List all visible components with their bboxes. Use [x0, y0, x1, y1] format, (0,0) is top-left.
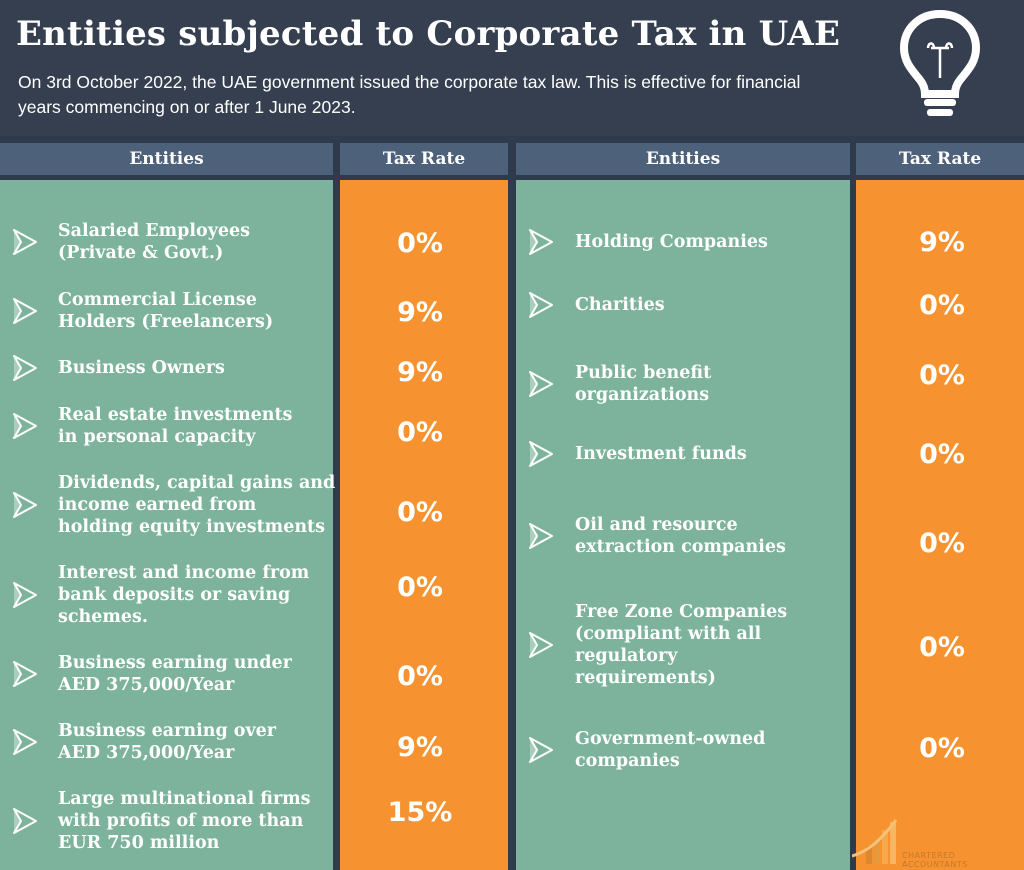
chevron-right-icon [13, 355, 37, 381]
chevron-right-icon [529, 292, 553, 318]
left-tax-rate-5: 0% [397, 497, 443, 528]
right-entity-5: Oil and resource extraction companies [575, 514, 786, 558]
right-rates-panel [856, 180, 1024, 870]
chevron-right-icon [13, 492, 37, 518]
entity-line: EUR 750 million [58, 833, 220, 853]
chevron-right-icon [13, 298, 37, 324]
left-entities-panel [0, 180, 333, 870]
left-entity-2: Commercial License Holders (Freelancers) [58, 289, 273, 333]
right-entities-panel [516, 180, 850, 870]
right-entity-7: Government-owned companies [575, 728, 765, 772]
entity-line: Salaried Employees [58, 221, 250, 241]
right-tax-rate-5: 0% [919, 528, 965, 559]
left-entity-8: Business earning over AED 375,000/Year [58, 720, 276, 764]
entity-line: with profits of more than [58, 811, 304, 831]
chevron-right-icon [13, 808, 37, 834]
entity-line: Business earning under [58, 653, 292, 673]
left-entity-7: Business earning under AED 375,000/Year [58, 652, 292, 696]
header-banner: Entities subjected to Corporate Tax in U… [0, 0, 1024, 136]
entity-line: Oil and resource [575, 515, 738, 535]
entity-line: requirements) [575, 668, 716, 688]
chevron-right-icon [529, 441, 553, 467]
entity-line: Free Zone Companies [575, 602, 788, 622]
left-tax-rate-2: 9% [397, 297, 443, 328]
right-entity-3: Public benefit organizations [575, 362, 711, 406]
right-tax-rate-1: 9% [919, 227, 965, 258]
entity-line: Charities [575, 295, 665, 315]
entity-line: (Private & Govt.) [58, 243, 224, 263]
entity-line: Dividends, capital gains and [58, 473, 336, 493]
entity-line: Holders (Freelancers) [58, 312, 274, 332]
entity-line: Business earning over [58, 721, 276, 741]
entity-line: AED 375,000/Year [58, 743, 235, 763]
entity-line: regulatory [575, 646, 678, 666]
left-tax-rate-4: 0% [397, 417, 443, 448]
entity-line: extraction companies [575, 537, 786, 557]
entity-line: bank deposits or saving [58, 585, 291, 605]
left-entity-9: Large multinational firms with profits of… [58, 788, 311, 854]
logo-tagline: CHARTERED ACCOUNTANTS [902, 851, 968, 869]
entity-line: schemes. [58, 607, 148, 627]
right-tax-rate-4: 0% [919, 439, 965, 470]
right-entity-2: Charities [575, 294, 665, 316]
page-subtitle: On 3rd October 2022, the UAE government … [18, 72, 801, 117]
amd-logo [852, 819, 898, 864]
right-entities-header: Entities [516, 143, 850, 175]
left-entity-3: Business Owners [58, 357, 225, 379]
right-entity-4: Investment funds [575, 443, 747, 465]
right-rate-header: Tax Rate [856, 143, 1024, 175]
chevron-right-icon [13, 229, 37, 255]
left-entity-6: Interest and income from bank deposits or… [58, 562, 309, 628]
left-rate-header: Tax Rate [340, 143, 508, 175]
chevron-right-icon [529, 737, 553, 763]
page-title: Entities subjected to Corporate Tax in U… [16, 14, 841, 54]
chevron-right-icon [529, 523, 553, 549]
entity-line: income earned from [58, 495, 257, 515]
entity-line: (compliant with all [575, 624, 762, 644]
left-rates-panel [340, 180, 508, 870]
chevron-right-icon [529, 632, 553, 658]
chevron-right-icon [13, 582, 37, 608]
entity-line: Business Owners [58, 358, 225, 378]
right-entity-6: Free Zone Companies (compliant with all re… [575, 601, 787, 689]
left-entity-5: Dividends, capital gains and income earne… [58, 472, 335, 538]
left-tax-rate-7: 0% [397, 661, 443, 692]
chevron-right-icon [13, 413, 37, 439]
entity-line: holding equity investments [58, 517, 325, 537]
chevron-right-icon [13, 729, 37, 755]
left-entities-header: Entities [0, 143, 333, 175]
left-entity-1: Salaried Employees (Private & Govt.) [58, 220, 250, 264]
left-tax-rate-6: 0% [397, 572, 443, 603]
left-tax-rate-1: 0% [397, 228, 443, 259]
lightbulb-icon [899, 9, 981, 116]
left-tax-rate-8: 9% [397, 732, 443, 763]
entity-line: Interest and income from [58, 563, 310, 583]
left-tax-rate-3: 9% [397, 357, 443, 388]
chevron-right-icon [529, 229, 553, 255]
chevron-right-icon [13, 661, 37, 687]
entity-line: in personal capacity [58, 427, 256, 447]
entity-line: AED 375,000/Year [58, 675, 235, 695]
entity-line: Investment funds [575, 444, 747, 464]
right-tax-rate-7: 0% [919, 733, 965, 764]
right-tax-rate-6: 0% [919, 632, 965, 663]
right-tax-rate-3: 0% [919, 360, 965, 391]
entity-line: Real estate investments [58, 405, 293, 425]
entity-line: organizations [575, 385, 710, 405]
entity-line: Government-owned [575, 729, 766, 749]
entity-line: Commercial License [58, 290, 257, 310]
entity-line: Holding Companies [575, 232, 768, 252]
right-tax-rate-2: 0% [919, 290, 965, 321]
right-entity-1: Holding Companies [575, 231, 768, 253]
entity-line: Public benefit [575, 363, 712, 383]
chevron-right-icon [529, 371, 553, 397]
left-entity-4: Real estate investments in personal capac… [58, 404, 292, 448]
entity-line: Large multinational firms [58, 789, 311, 809]
entity-line: companies [575, 751, 680, 771]
left-tax-rate-9: 15% [387, 797, 453, 828]
logo-name: AMD [905, 810, 1000, 853]
